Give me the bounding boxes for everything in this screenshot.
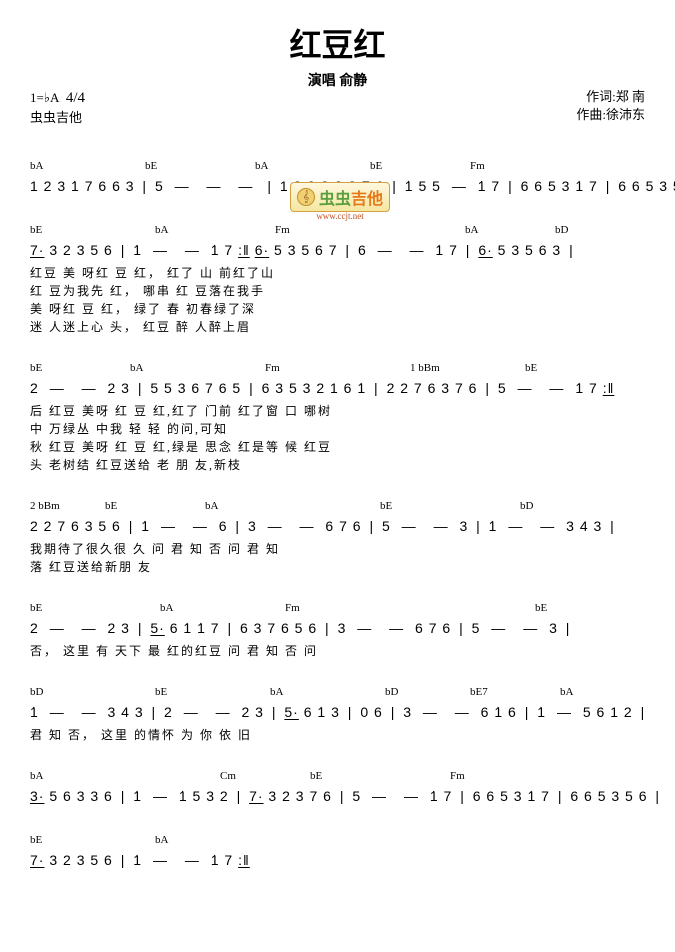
note-row: 3· 5 6 3 3 6 | 1 — 1 5 3 2 | 7· 3 2 3 7 …: [30, 784, 645, 808]
chord-row: bE bA Fm 1 bBm bE: [30, 362, 645, 376]
chord-row: bA Cm bE Fm: [30, 770, 645, 784]
chord-label: bE: [30, 224, 42, 236]
subtitle-prefix: 演唱: [308, 74, 336, 89]
lyric-line: 红 豆为我先 红， 哪串 红 豆落在我手: [30, 282, 645, 300]
music-system: bE bA Fm 1 bBm bE 2 — — 2 3 | 5 5 3 6 7 6 5 |…: [30, 362, 645, 474]
lyric-line: 落 红豆送给新朋 友: [30, 558, 645, 576]
music-system: 2 bBm bE bA bE bD 2 2 7 6 3 5 6 | 1 — — 6 | 3…: [30, 500, 645, 576]
chord-label: bE: [370, 160, 382, 172]
chord-label: bD: [385, 686, 398, 698]
wm-text-2: 吉他: [351, 191, 383, 208]
chord-label: bD: [520, 500, 533, 512]
chord-label: bA: [465, 224, 478, 236]
chord-row: bE bA: [30, 834, 645, 848]
chord-label: bD: [555, 224, 568, 236]
lyricist: 作词:郑 南: [576, 88, 645, 106]
chord-label: bE: [535, 602, 547, 614]
chord-label: bA: [160, 602, 173, 614]
chord-label: bE: [380, 500, 392, 512]
treble-clef-icon: 𝄞: [297, 188, 315, 206]
chord-row: bDbEbAbDbE7bA: [30, 686, 645, 700]
chord-label: bA: [30, 770, 43, 782]
wm-text-1: 虫虫: [319, 191, 351, 208]
music-system: bE bA Fm bA bD 7· 3 2 3 5 6 | 1 — — 1 7 :‖ 6·…: [30, 224, 645, 336]
lyric-line: 后 红豆 美呀 红 豆 红,红了 门前 红了窗 口 哪树: [30, 402, 645, 420]
lyric-line: 君 知 否， 这里 的情怀 为 你 依 旧: [30, 726, 645, 744]
lyric-line: 红豆 美 呀红 豆 红， 红了 山 前红了山: [30, 264, 645, 282]
music-system: bA Cm bE Fm 3· 5 6 3 3 6 | 1 — 1 5 3 2 | 7· …: [30, 770, 645, 808]
lyric-line: 头 老树结 红豆送给 老 朋 友,新枝: [30, 456, 645, 474]
lyric-line: 我期待了很久很 久 问 君 知 否 问 君 知: [30, 540, 645, 558]
note-row: 2 — — 2 3 | 5· 6 1 1 7 | 6 3 7 6 5 6 | 3…: [30, 616, 645, 640]
chord-label: bA: [255, 160, 268, 172]
chord-label: bE7: [470, 686, 488, 698]
composer: 作曲:徐沛东: [576, 106, 645, 124]
chord-label: 1 bBm: [410, 362, 440, 374]
song-title: 红豆红: [30, 20, 645, 66]
chord-label: bE: [30, 602, 42, 614]
note-row: 7· 3 2 3 5 6 | 1 — — 1 7 :‖: [30, 848, 645, 872]
chord-label: bA: [155, 834, 168, 846]
lyric-line: 否， 这里 有 天下 最 红的红豆 问 君 知 否 问: [30, 642, 645, 660]
chord-label: bE: [155, 686, 167, 698]
lyric-line: 美 呀红 豆 红， 绿了 春 初春绿了深: [30, 300, 645, 318]
chord-label: Cm: [220, 770, 236, 782]
meta-right: 作词:郑 南 作曲:徐沛东: [576, 88, 645, 124]
note-row: 1 — — 3 4 3 | 2 — — 2 3 | 5· 6 1 3 | 0 6…: [30, 700, 645, 724]
lyric-line: 秋 红豆 美呀 红 豆 红,绿是 思念 红是等 候 红豆: [30, 438, 645, 456]
site-name: 虫虫吉他: [30, 109, 85, 127]
chord-label: bE: [310, 770, 322, 782]
chord-label: bE: [30, 834, 42, 846]
chord-row: bE bA Fm bA bD: [30, 224, 645, 238]
music-system: bE bA Fm bE 2 — — 2 3 | 5· 6 1 1 7 | 6 3 7 6…: [30, 602, 645, 660]
watermark-url: www.ccjt.net: [290, 211, 390, 221]
chord-row: 2 bBm bE bA bE bD: [30, 500, 645, 514]
chord-label: bE: [145, 160, 157, 172]
chord-label: Fm: [285, 602, 300, 614]
chord-row: bAbEbAbEFm: [30, 160, 645, 174]
note-row: 2 2 7 6 3 5 6 | 1 — — 6 | 3 — — 6 7 6 | …: [30, 514, 645, 538]
chord-label: bE: [525, 362, 537, 374]
chord-label: Fm: [265, 362, 280, 374]
chord-label: bE: [105, 500, 117, 512]
subtitle: 演唱 俞静: [30, 70, 645, 90]
score: bAbEbAbEFm1 2 3 1 7 6 6 3 | 5 — — — | 1 …: [30, 160, 645, 872]
singer-name: 俞静: [339, 74, 367, 89]
lyric-line: 迷 人迷上心 头， 红豆 醉 人醉上眉: [30, 318, 645, 336]
chord-label: 2 bBm: [30, 500, 60, 512]
key-signature: 1=♭A 4/4: [30, 88, 85, 109]
music-system: bE bA 7· 3 2 3 5 6 | 1 — — 1 7 :‖: [30, 834, 645, 872]
chord-label: bA: [205, 500, 218, 512]
chord-label: bA: [270, 686, 283, 698]
chord-label: Fm: [275, 224, 290, 236]
note-row: 2 — — 2 3 | 5 5 3 6 7 6 5 | 6 3 5 3 2 1 …: [30, 376, 645, 400]
chord-label: bA: [155, 224, 168, 236]
watermark: 𝄞 虫虫吉他 www.ccjt.net: [290, 182, 390, 221]
chord-label: bA: [30, 160, 43, 172]
chord-row: bE bA Fm bE: [30, 602, 645, 616]
meta-left: 1=♭A 4/4 虫虫吉他: [30, 88, 85, 127]
chord-label: bE: [30, 362, 42, 374]
chord-label: bA: [560, 686, 573, 698]
lyric-line: 中 万绿丛 中我 轻 轻 的问,可知: [30, 420, 645, 438]
note-row: 7· 3 2 3 5 6 | 1 — — 1 7 :‖ 6· 5 3 5 6 7…: [30, 238, 645, 262]
chord-label: bA: [130, 362, 143, 374]
music-system: bDbEbAbDbE7bA1 — — 3 4 3 | 2 — — 2 3 | 5…: [30, 686, 645, 744]
chord-label: Fm: [450, 770, 465, 782]
